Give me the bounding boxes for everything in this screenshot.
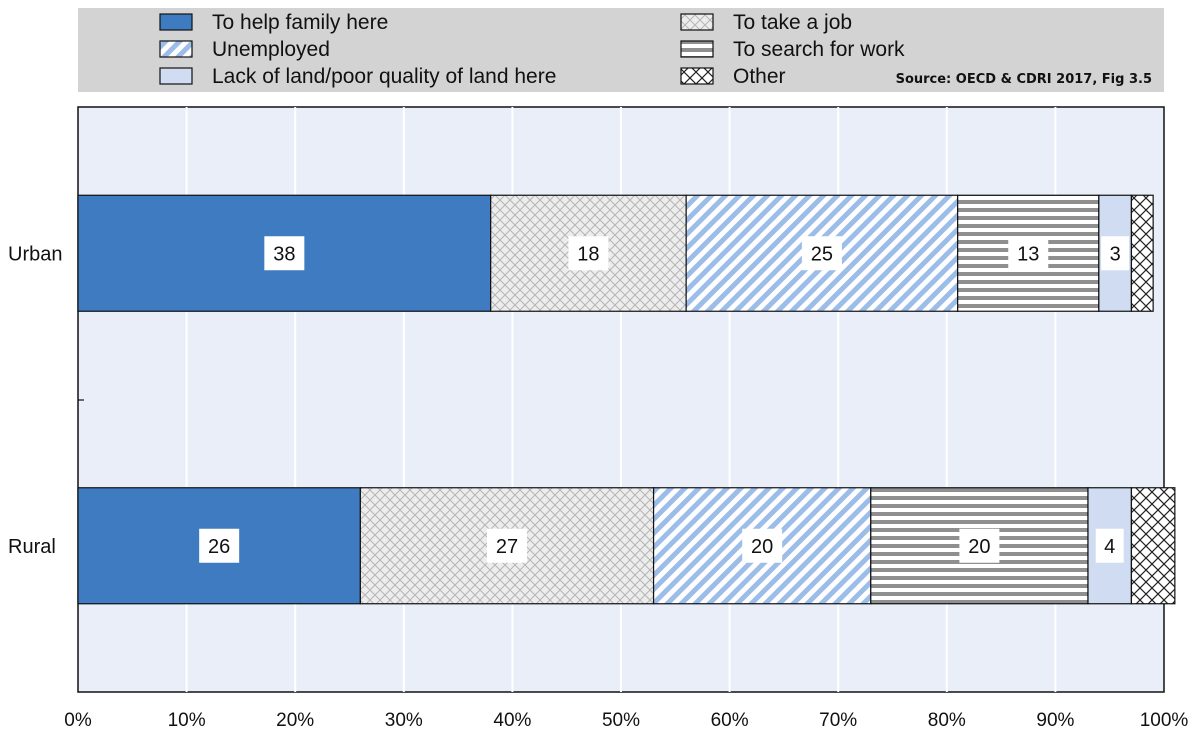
x-tick-label: 20% [276,710,314,731]
legend-swatch [680,40,714,58]
x-tick-label: 80% [928,710,966,731]
x-tick-label: 100% [1140,710,1189,731]
category-labels: Urban Rural [8,243,62,558]
x-tick-label: 70% [819,710,857,731]
x-tick-label: 60% [711,710,749,731]
data-label: 20 [968,536,990,558]
data-label: 18 [577,243,599,265]
legend-label: To help family here [212,11,388,34]
data-label-bg [199,528,240,563]
category-label: Rural [8,536,56,558]
x-tick-label: 50% [602,710,640,731]
data-label-bg [801,236,842,271]
legend-label: Lack of land/poor quality of land here [212,65,556,88]
bar-segment [1130,487,1176,605]
data-label: 3 [1110,243,1121,265]
category-label: Urban [8,243,62,265]
data-label-bg [959,528,1000,563]
data-label: 38 [273,243,295,265]
legend-swatch [159,40,193,58]
x-tick-label: 30% [385,710,423,731]
data-label: 27 [496,536,518,558]
data-label: 4 [1104,536,1115,558]
bar-segment [77,487,361,605]
legend-swatch [159,13,193,31]
bars: 38 18 25 13 3 26 27 20 20 4 [77,194,1176,605]
legend-swatch [680,67,714,85]
data-label-bg [1095,528,1124,563]
data-label-bg [1008,236,1049,271]
x-tick-label: 90% [1036,710,1074,731]
data-label: 25 [811,243,833,265]
legend-label: Unemployed [212,38,330,61]
data-label-bg [568,236,609,271]
data-label-bg [742,528,783,563]
legend-label: To search for work [733,38,905,61]
data-label-bg [264,236,305,271]
x-tick-label: 40% [493,710,531,731]
bar-segment [1130,194,1154,312]
data-label-bg [1101,236,1130,271]
legend-label: Other [733,65,786,88]
legend: To help family here Unemployed Lack of lan… [159,11,905,88]
data-label: 13 [1017,243,1039,265]
data-label: 20 [751,536,773,558]
legend-label: To take a job [733,11,852,34]
legend-swatch [159,67,193,85]
legend-swatch [680,13,714,31]
data-label-bg [486,528,527,563]
chart-source: Source: OECD & CDRI 2017, Fig 3.5 [896,72,1152,87]
data-label: 26 [208,536,230,558]
x-axis-ticks: 0% 10% 20% 30% 40% 50% 60% 70% 80% 90% 100% [64,710,1188,731]
x-tick-label: 0% [64,710,92,731]
legend-box [78,8,1164,92]
x-tick-label: 10% [168,710,206,731]
